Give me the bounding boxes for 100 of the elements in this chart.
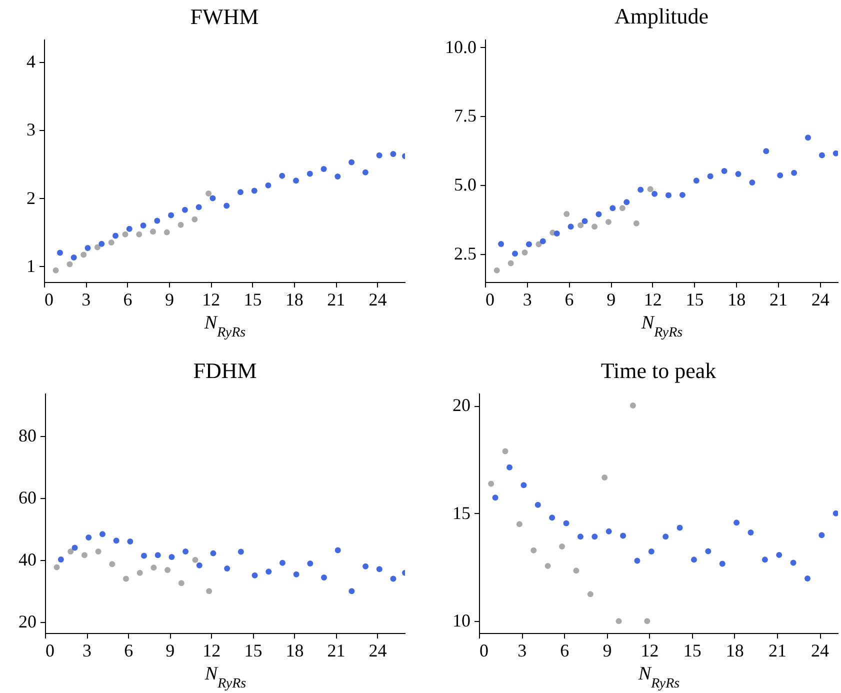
- point: [238, 548, 244, 555]
- point: [652, 190, 658, 197]
- point: [549, 514, 556, 521]
- x-tick-label: 9: [606, 290, 616, 310]
- point: [224, 566, 230, 572]
- point: [178, 580, 184, 586]
- point: [749, 180, 756, 186]
- point: [578, 222, 584, 228]
- point: [80, 252, 87, 258]
- y-tick-label: 40: [18, 549, 36, 570]
- point: [348, 588, 355, 594]
- x-tick-label: 21: [327, 290, 346, 310]
- point: [577, 534, 584, 540]
- point: [306, 170, 313, 177]
- point: [522, 250, 528, 256]
- x-tick-label: 12: [202, 640, 221, 660]
- point: [619, 205, 626, 212]
- point: [804, 575, 810, 582]
- point: [634, 558, 640, 564]
- point: [112, 232, 119, 239]
- x-tick-label: 12: [640, 640, 659, 660]
- point: [748, 530, 754, 536]
- point: [196, 204, 202, 210]
- chart-title: Time to peak: [600, 358, 716, 383]
- point: [719, 560, 726, 567]
- point: [321, 574, 327, 580]
- x-tick-label: 6: [123, 290, 132, 310]
- point: [763, 148, 770, 154]
- x-tick-label: 9: [166, 640, 175, 660]
- point: [206, 190, 212, 197]
- point: [606, 528, 612, 534]
- point: [526, 241, 532, 248]
- point: [376, 566, 382, 572]
- point: [536, 241, 542, 248]
- point: [610, 205, 616, 212]
- point: [693, 178, 700, 184]
- point: [362, 563, 369, 570]
- point: [210, 195, 216, 202]
- x-tick-label: 24: [811, 290, 830, 310]
- point: [832, 150, 838, 156]
- point: [805, 134, 811, 141]
- point: [99, 531, 106, 538]
- y-tick-label: 1: [26, 256, 36, 276]
- x-tick-label: 18: [286, 640, 304, 660]
- point: [136, 570, 143, 576]
- point: [573, 568, 580, 574]
- point: [592, 534, 598, 540]
- chart-title: FWHM: [190, 4, 259, 29]
- point: [776, 552, 782, 558]
- point: [192, 216, 198, 222]
- point: [293, 178, 300, 184]
- point: [488, 480, 494, 487]
- point: [492, 494, 498, 501]
- x-tick-label: 12: [644, 290, 662, 310]
- point: [665, 192, 672, 198]
- x-tick-label: 15: [244, 290, 262, 310]
- point: [630, 402, 636, 408]
- x-tick-label: 24: [368, 290, 387, 310]
- y-tick-label: 10: [452, 610, 470, 631]
- point: [602, 474, 608, 481]
- point: [307, 560, 314, 567]
- x-tick-label: 0: [46, 640, 54, 660]
- point: [348, 159, 355, 166]
- y-tick-label: 5.0: [454, 174, 476, 195]
- y-tick-label: 80: [18, 425, 36, 446]
- point: [168, 554, 175, 560]
- point: [182, 548, 189, 554]
- x-tick-label: 21: [327, 640, 346, 660]
- point: [54, 564, 60, 570]
- y-tick-label: 15: [452, 502, 470, 523]
- point: [582, 218, 588, 224]
- point: [334, 174, 341, 180]
- point: [721, 168, 728, 174]
- point: [122, 231, 128, 238]
- x-tick-label: 15: [683, 640, 702, 660]
- y-tick-label: 2: [26, 188, 36, 208]
- point: [56, 250, 63, 256]
- point: [150, 228, 156, 235]
- point: [192, 556, 198, 563]
- y-tick-label: 60: [18, 487, 36, 508]
- x-axis-title: N$_{RyRs}$: [204, 664, 247, 691]
- x-tick-label: 3: [518, 640, 527, 660]
- point: [168, 212, 174, 218]
- point: [624, 199, 630, 206]
- point: [210, 550, 216, 556]
- point: [196, 562, 202, 568]
- x-tick-label: 15: [244, 640, 262, 660]
- point: [66, 261, 73, 268]
- point: [520, 482, 527, 488]
- point: [279, 560, 286, 566]
- point: [58, 556, 64, 563]
- y-tick-label: 10.0: [445, 36, 476, 57]
- y-tick-label: 20: [452, 395, 470, 416]
- point: [206, 588, 212, 594]
- point: [512, 250, 518, 257]
- point: [237, 189, 244, 196]
- point: [126, 226, 132, 232]
- x-tick-label: 6: [560, 640, 570, 660]
- point: [81, 552, 88, 558]
- point: [94, 244, 100, 250]
